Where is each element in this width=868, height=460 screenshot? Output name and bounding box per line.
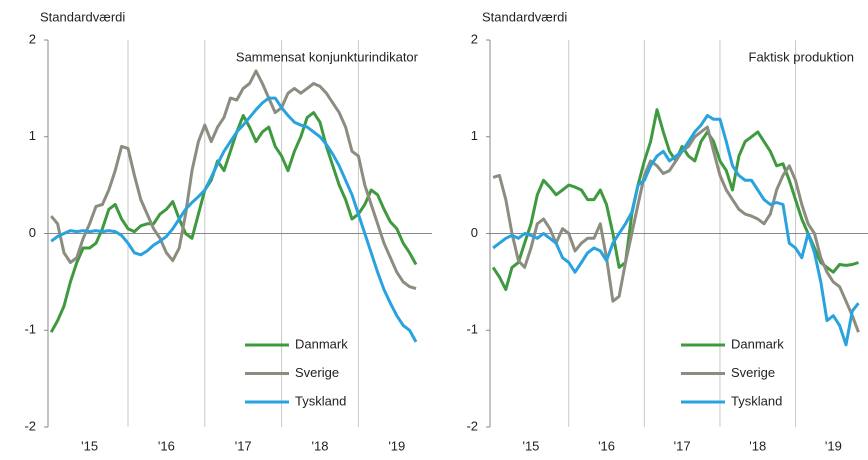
legend-label: Tyskland (731, 393, 782, 408)
y-tick-label: -2 (466, 418, 478, 433)
y-tick-label: -2 (24, 418, 36, 433)
y-tick-label: -1 (466, 322, 478, 337)
x-tick-label: '17 (674, 438, 691, 453)
legend-label: Danmark (295, 336, 348, 351)
y-tick-label: 0 (29, 225, 36, 240)
series-line (492, 114, 860, 347)
x-tick-label: '19 (825, 438, 842, 453)
legend-label: Sverige (295, 365, 339, 380)
series-line (492, 125, 860, 333)
x-tick-label: '17 (235, 438, 252, 453)
y-tick-label: 1 (29, 128, 36, 143)
series-line (49, 111, 418, 333)
chart-title: Faktisk produktion (749, 49, 855, 64)
legend-label: Danmark (731, 336, 784, 351)
y-tick-label: 0 (471, 225, 478, 240)
y-tick-label: 2 (29, 31, 36, 46)
y-tick-label: 2 (471, 31, 478, 46)
x-tick-label: '15 (522, 438, 539, 453)
series-line (50, 69, 417, 291)
x-tick-label: '16 (158, 438, 175, 453)
chart-title: Sammensat konjunkturindikator (236, 49, 419, 64)
x-tick-label: '18 (749, 438, 766, 453)
x-tick-label: '16 (598, 438, 615, 453)
series-line (491, 108, 859, 292)
legend-label: Sverige (731, 365, 775, 380)
legend-label: Tyskland (295, 393, 346, 408)
y-tick-label: 1 (471, 128, 478, 143)
x-tick-label: '19 (388, 438, 405, 453)
x-tick-label: '15 (81, 438, 98, 453)
x-tick-label: '18 (312, 438, 329, 453)
y-axis-label: Standardværdi (40, 9, 125, 24)
series-line (50, 96, 418, 343)
y-axis-label: Standardværdi (482, 9, 567, 24)
y-tick-label: -1 (24, 322, 36, 337)
